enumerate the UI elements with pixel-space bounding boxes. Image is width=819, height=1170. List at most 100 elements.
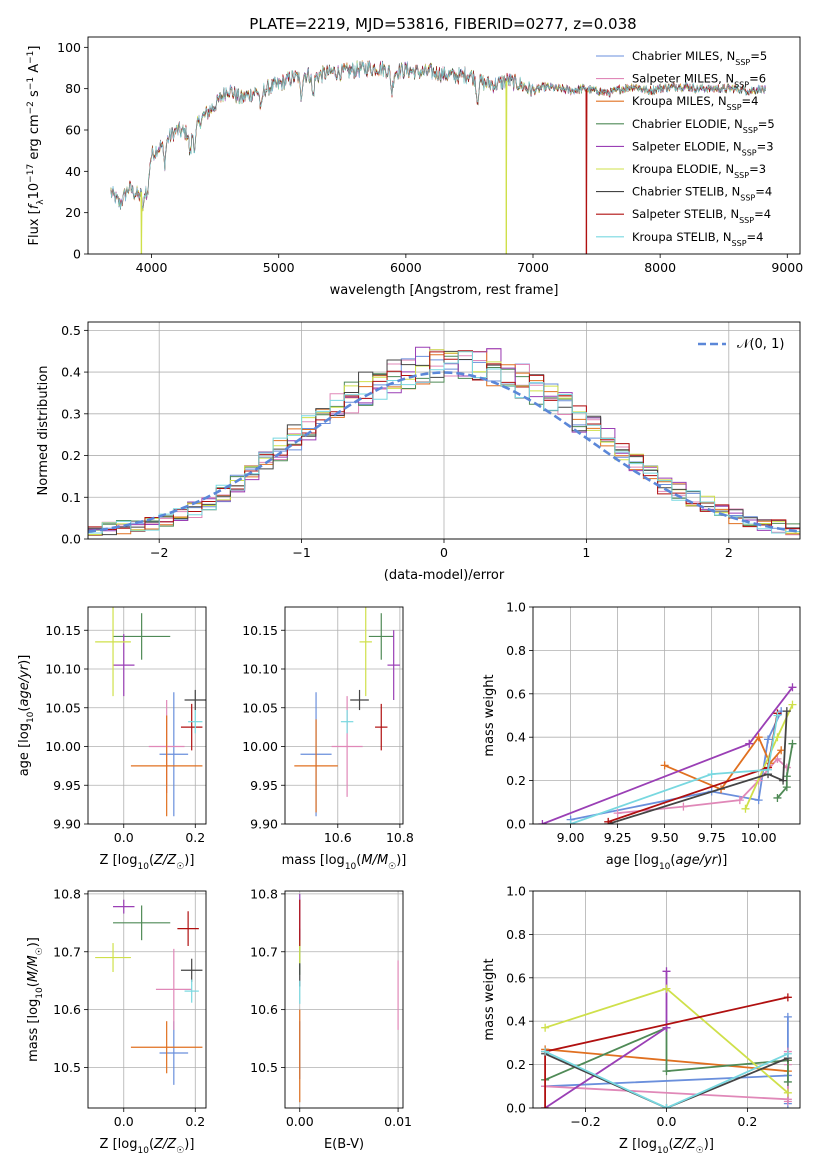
axes-frame [87, 606, 207, 825]
weight-line-salpeter-elodie [542, 686, 794, 824]
plot-area [88, 346, 800, 539]
y-tick-label: 0 [73, 247, 81, 262]
y-tick-label: 0.2 [506, 1057, 526, 1072]
y-tick-label: 9.95 [53, 778, 81, 793]
x-tick-label: 0.0 [114, 1114, 134, 1129]
weight-marker [662, 1067, 671, 1076]
x-tick-label: 6000 [390, 260, 422, 275]
x-tick-label: 9.25 [604, 830, 632, 845]
weight-marker [679, 802, 688, 811]
y-axis-label: mass weight [482, 958, 497, 1040]
x-tick-label: 9.75 [698, 830, 726, 845]
weight-line-chabrier-stelib [544, 1052, 789, 1108]
legend-entry: Kroupa MILES, NSSP=4 [632, 94, 758, 112]
mass-weight-vs-metallicity-panel: −0.2 0.0 0.2 0.0 0.2 0.4 0.6 0.8 1.0 Z [log10(Z/Z… [482, 884, 801, 1156]
axes-frame [284, 890, 404, 1109]
x-tick-label: 0.2 [185, 1114, 205, 1129]
x-tick-label: 0.0 [657, 1114, 677, 1129]
y-tick-label: 10.7 [250, 944, 278, 959]
weight-marker [662, 984, 671, 993]
x-axis-label: (data-model)/error [384, 568, 505, 583]
weight-marker [745, 739, 754, 748]
y-tick-label: 0.2 [506, 773, 526, 788]
weight-marker [764, 735, 773, 744]
weight-marker [788, 683, 797, 692]
y-tick-label: 10.8 [53, 886, 81, 901]
y-tick-label: 0.8 [506, 927, 526, 942]
legend-entry: Kroupa STELIB, NSSP=4 [632, 230, 763, 248]
axes-frame [87, 321, 801, 540]
weight-marker [541, 1047, 550, 1056]
plot-area [95, 899, 203, 1085]
axes-frame [87, 890, 207, 1109]
weight-marker [779, 776, 788, 785]
weight-marker [764, 765, 773, 774]
y-tick-label: 0.0 [506, 1101, 526, 1116]
y-tick-label: 100 [57, 40, 81, 55]
weight-marker [741, 804, 750, 813]
axes-frame [532, 606, 801, 825]
y-tick-label: 10.7 [53, 944, 81, 959]
weight-marker [735, 796, 744, 805]
x-tick-label: 1 [582, 545, 590, 560]
legend-entry: Salpeter MILES, NSSP=6 [632, 72, 766, 90]
weight-line-kroupa-stelib [544, 1050, 789, 1108]
y-axis-label: Normed distribution [36, 366, 51, 496]
histogram-kroupa-stelib [88, 351, 800, 539]
y-tick-label: 0.5 [61, 323, 81, 338]
x-axis-label: Z [log10(Z/Z☉)] [100, 853, 195, 872]
x-tick-label: 10.6 [324, 830, 352, 845]
y-tick-label: 10.10 [45, 662, 81, 677]
axes-frame [284, 606, 404, 825]
figure-title: PLATE=2219, MJD=53816, FIBERID=0277, z=0… [249, 15, 636, 33]
x-axis-label: age [log10(age/yr)] [606, 853, 728, 872]
weight-marker [604, 817, 613, 824]
y-tick-label: 10.6 [53, 1002, 81, 1017]
x-tick-label: 10.00 [741, 830, 777, 845]
y-tick-label: 80 [65, 81, 81, 96]
weight-marker [660, 761, 669, 770]
weight-marker [754, 733, 763, 742]
x-tick-label: 0.2 [737, 1114, 757, 1129]
mass-weight-vs-age-panel: 9.00 9.25 9.50 9.75 10.00 0.0 0.2 0.4 0.6 0.8 1.0 a… [482, 600, 801, 872]
x-tick-label: 9.50 [651, 830, 679, 845]
x-tick-label: 4000 [136, 260, 168, 275]
x-axis-label: mass [log10(M/M☉)] [282, 853, 407, 872]
weight-marker [754, 796, 763, 805]
legend-entry: Chabrier STELIB, NSSP=4 [632, 185, 772, 203]
y-axis-label: mass weight [482, 674, 497, 756]
axes-frame [532, 890, 801, 1109]
age-vs-metallicity-panel: 0.0 0.2 9.90 9.95 10.00 10.05 10.10 10.15 Z [log… [17, 606, 207, 872]
y-tick-label: 0.4 [506, 1014, 526, 1029]
mass-vs-ebv-panel: 0.00 0.01 10.5 10.6 10.7 10.8 E(B-V) [250, 886, 412, 1152]
weight-marker [773, 733, 782, 742]
x-tick-label: 0.00 [286, 1114, 314, 1129]
weight-marker [541, 1104, 550, 1108]
y-tick-label: 0.0 [506, 817, 526, 832]
plot-area [110, 60, 766, 254]
axes-frame [87, 36, 801, 255]
x-tick-label: 0.2 [185, 830, 205, 845]
spectrum-panel: 4000 5000 6000 7000 8000 9000 0 20 40 60 80 100 Chab… [26, 36, 803, 298]
legend-entry: 𝒩(0, 1) [737, 337, 784, 352]
y-tick-label: 0.2 [61, 448, 81, 463]
y-tick-label: 60 [65, 123, 81, 138]
weight-marker [662, 967, 671, 976]
x-tick-label: 2 [725, 545, 733, 560]
x-axis-label: Z [log10(Z/Z☉)] [619, 1137, 714, 1156]
x-tick-label: 8000 [644, 260, 676, 275]
weight-line-salpeter-miles [617, 757, 788, 814]
x-tick-label: −0.2 [570, 1114, 600, 1129]
y-tick-label: 1.0 [506, 884, 526, 899]
y-tick-label: 10.00 [45, 739, 81, 754]
legend-entry: Kroupa ELODIE, NSSP=3 [632, 162, 766, 180]
y-axis-label: age [log10(age/yr)] [17, 655, 36, 777]
y-tick-label: 0.6 [506, 686, 526, 701]
y-axis-label: mass [log10(M/M☉)] [26, 937, 45, 1062]
weight-marker [782, 783, 791, 792]
weight-marker [566, 820, 575, 824]
weight-line-chabrier-elodie [776, 743, 794, 799]
legend-entry: Chabrier ELODIE, NSSP=5 [632, 117, 775, 135]
x-tick-label: 0.0 [114, 830, 134, 845]
